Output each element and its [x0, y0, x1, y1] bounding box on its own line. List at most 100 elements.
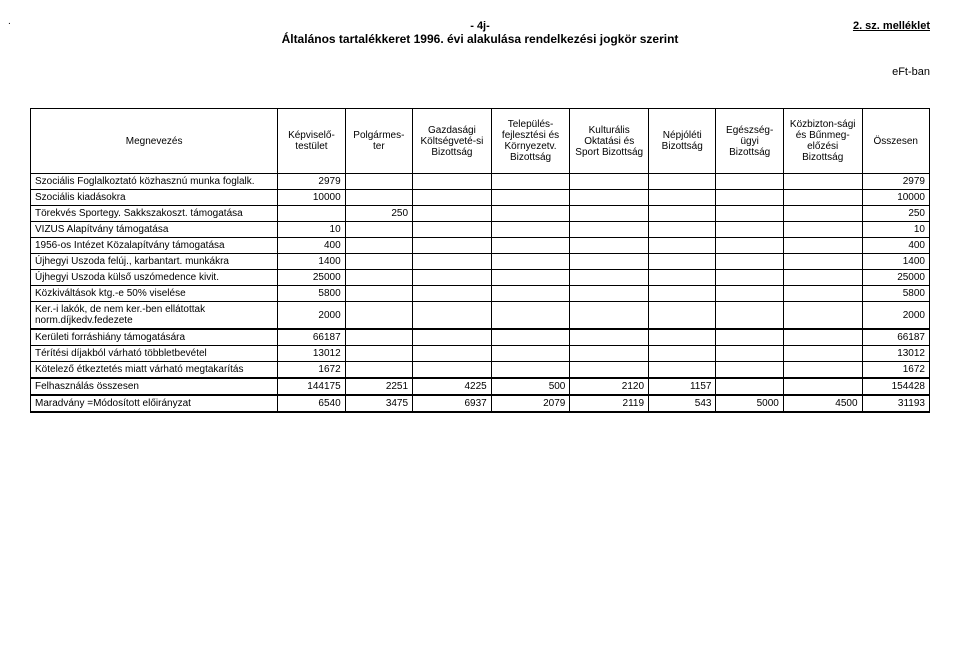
table-row: Törekvés Sportegy. Sakkszakoszt. támogat… [31, 206, 930, 222]
cell [413, 270, 492, 286]
row-label: Újhegyi Uszoda felúj., karbantart. munká… [31, 254, 278, 270]
cell [491, 286, 570, 302]
cell [413, 346, 492, 362]
cell [783, 190, 862, 206]
cell [491, 174, 570, 190]
table-row: Maradvány =Módosított előirányzat6540347… [31, 395, 930, 412]
column-header: Közbizton-sági és Bűnmeg-előzési Bizotts… [783, 109, 862, 174]
cell [716, 238, 783, 254]
table-header-row: MegnevezésKépviselő-testületPolgármes-te… [31, 109, 930, 174]
cell [783, 329, 862, 346]
cell: 6540 [278, 395, 345, 412]
cell [783, 346, 862, 362]
cell [649, 190, 716, 206]
row-label: Felhasználás összesen [31, 378, 278, 395]
cell [716, 174, 783, 190]
cell [716, 378, 783, 395]
cell [491, 270, 570, 286]
cell: 2000 [278, 302, 345, 330]
cell [345, 362, 412, 379]
page-title: Általános tartalékkeret 1996. évi alakul… [30, 32, 930, 46]
cell: 5000 [716, 395, 783, 412]
cell [413, 254, 492, 270]
cell [570, 190, 649, 206]
cell: 4225 [413, 378, 492, 395]
table-row: Újhegyi Uszoda felúj., karbantart. munká… [31, 254, 930, 270]
cell [783, 206, 862, 222]
table-row: Szociális Foglalkoztató közhasznú munka … [31, 174, 930, 190]
cell [413, 238, 492, 254]
cell [413, 206, 492, 222]
cell [491, 206, 570, 222]
cell [413, 190, 492, 206]
cell [413, 222, 492, 238]
row-label: VIZUS Alapítvány támogatása [31, 222, 278, 238]
cell [570, 222, 649, 238]
cell [570, 174, 649, 190]
cell: 154428 [862, 378, 929, 395]
cell [783, 302, 862, 330]
cell [491, 238, 570, 254]
cell [345, 254, 412, 270]
table-row: 1956-os Intézet Közalapítvány támogatása… [31, 238, 930, 254]
cell [570, 329, 649, 346]
cell: 2000 [862, 302, 929, 330]
cell [716, 254, 783, 270]
cell: 2079 [491, 395, 570, 412]
unit-label: eFt-ban [30, 66, 930, 78]
cell [649, 362, 716, 379]
column-header: Kulturális Oktatási és Sport Bizottság [570, 109, 649, 174]
cell: 1400 [862, 254, 929, 270]
cell [716, 329, 783, 346]
cell [345, 270, 412, 286]
cell: 2979 [278, 174, 345, 190]
cell [491, 254, 570, 270]
data-table: MegnevezésKépviselő-testületPolgármes-te… [30, 108, 930, 413]
cell [491, 302, 570, 330]
cell: 3475 [345, 395, 412, 412]
cell [716, 190, 783, 206]
cell [570, 286, 649, 302]
row-label: Törekvés Sportegy. Sakkszakoszt. támogat… [31, 206, 278, 222]
cell [413, 174, 492, 190]
row-label: Kerületi forráshiány támogatására [31, 329, 278, 346]
cell [413, 329, 492, 346]
cell: 10000 [862, 190, 929, 206]
cell [570, 346, 649, 362]
cell [716, 206, 783, 222]
row-label: Maradvány =Módosított előirányzat [31, 395, 278, 412]
cell [649, 254, 716, 270]
row-label: Szociális kiadásokra [31, 190, 278, 206]
cell: 1400 [278, 254, 345, 270]
cell [570, 238, 649, 254]
cell: 13012 [862, 346, 929, 362]
cell [491, 190, 570, 206]
cell [570, 206, 649, 222]
cell: 400 [862, 238, 929, 254]
table-row: VIZUS Alapítvány támogatása1010 [31, 222, 930, 238]
column-header: Település-fejlesztési és Környezetv. Biz… [491, 109, 570, 174]
cell: 66187 [278, 329, 345, 346]
cell [783, 362, 862, 379]
cell [345, 329, 412, 346]
cell [716, 346, 783, 362]
cell: 2979 [862, 174, 929, 190]
column-header: Gazdasági Költségveté-si Bizottság [413, 109, 492, 174]
column-header: Összesen [862, 109, 929, 174]
cell: 400 [278, 238, 345, 254]
table-row: Újhegyi Uszoda külső uszómedence kivit.2… [31, 270, 930, 286]
table-row: Szociális kiadásokra1000010000 [31, 190, 930, 206]
cell: 1157 [649, 378, 716, 395]
row-label: 1956-os Intézet Közalapítvány támogatása [31, 238, 278, 254]
cell [491, 329, 570, 346]
cell: 1672 [278, 362, 345, 379]
cell [716, 286, 783, 302]
stray-dot: . [8, 16, 11, 27]
row-label: Szociális Foglalkoztató közhasznú munka … [31, 174, 278, 190]
cell: 66187 [862, 329, 929, 346]
header-block: 2. sz. melléklet - 4j- Általános tartalé… [30, 20, 930, 46]
column-header: Népjóléti Bizottság [649, 109, 716, 174]
table-row: Kerületi forráshiány támogatására6618766… [31, 329, 930, 346]
cell: 5800 [278, 286, 345, 302]
cell [716, 270, 783, 286]
